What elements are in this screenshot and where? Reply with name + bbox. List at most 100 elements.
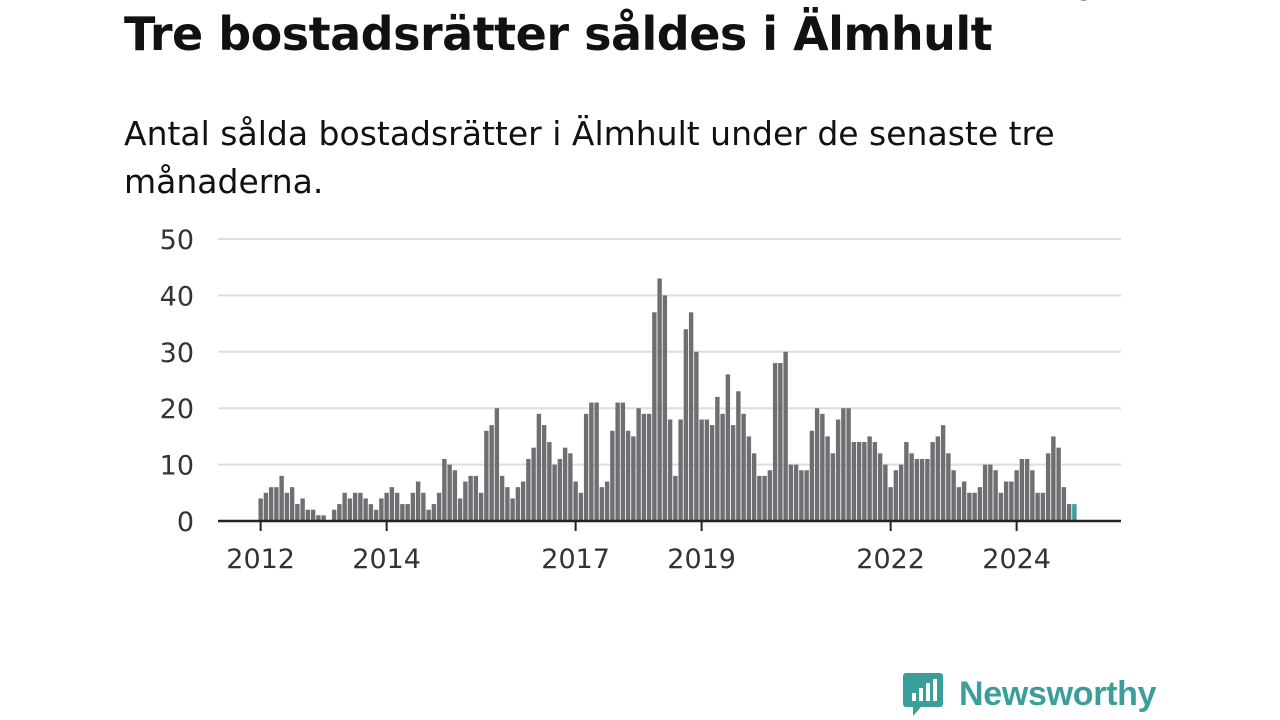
gridlines bbox=[218, 238, 1121, 466]
bar bbox=[988, 464, 993, 521]
bar bbox=[772, 363, 778, 521]
bar bbox=[295, 504, 300, 521]
bar bbox=[520, 481, 526, 521]
bar bbox=[620, 402, 626, 521]
bar bbox=[552, 464, 557, 521]
bar bbox=[862, 442, 867, 521]
bar bbox=[289, 487, 295, 521]
data-label: 3 bbox=[1076, 0, 1093, 7]
x-tick-label: 2019 bbox=[667, 544, 736, 575]
bar bbox=[594, 402, 599, 521]
bar bbox=[888, 487, 893, 521]
bar bbox=[604, 481, 610, 521]
bar bbox=[373, 509, 379, 521]
bar bbox=[415, 481, 421, 521]
bar bbox=[1003, 481, 1009, 521]
bar bbox=[725, 374, 731, 521]
bar bbox=[851, 442, 857, 521]
bar bbox=[568, 453, 573, 521]
bar bbox=[667, 419, 673, 521]
bar-chart: 0 10 20 30 40 50 2012 2014 2017 2019 2022 2024 3 bbox=[160, 0, 1121, 575]
y-tick-label: 10 bbox=[160, 451, 194, 482]
bar bbox=[1009, 481, 1014, 521]
bar bbox=[804, 470, 809, 521]
bar bbox=[1024, 458, 1030, 521]
bar bbox=[820, 413, 825, 521]
bar bbox=[877, 453, 883, 521]
bar bbox=[505, 487, 510, 521]
bar bbox=[599, 487, 605, 521]
x-tick-label: 2017 bbox=[541, 544, 610, 575]
bar bbox=[688, 312, 694, 521]
bar bbox=[557, 458, 563, 521]
bar bbox=[384, 492, 389, 521]
bar bbox=[263, 492, 269, 521]
x-tick-label: 2014 bbox=[352, 544, 421, 575]
brand-logo: Newsworthy bbox=[903, 670, 1157, 718]
bar bbox=[268, 487, 274, 521]
bar bbox=[1019, 458, 1025, 521]
bar bbox=[977, 487, 983, 521]
bar bbox=[704, 419, 710, 521]
bar bbox=[715, 396, 720, 521]
bar bbox=[610, 430, 615, 521]
bar bbox=[379, 498, 384, 521]
bar bbox=[951, 470, 956, 521]
bar bbox=[536, 413, 542, 521]
bar bbox=[400, 504, 405, 521]
bar bbox=[814, 408, 820, 521]
bar bbox=[1051, 436, 1056, 521]
bar bbox=[846, 408, 851, 521]
bar bbox=[961, 481, 967, 521]
bar bbox=[305, 509, 311, 521]
bar bbox=[799, 470, 804, 521]
bar bbox=[893, 470, 899, 521]
bar bbox=[499, 475, 505, 521]
bar bbox=[767, 470, 773, 521]
bar bbox=[746, 436, 752, 521]
bar bbox=[762, 475, 767, 521]
bar bbox=[363, 498, 368, 521]
bar bbox=[510, 498, 515, 521]
bar bbox=[478, 492, 484, 521]
bar bbox=[310, 509, 316, 521]
bar bbox=[1030, 470, 1035, 521]
x-tick-label: 2022 bbox=[856, 544, 925, 575]
x-tick-label: 2024 bbox=[982, 544, 1051, 575]
bar bbox=[914, 458, 920, 521]
bar bbox=[578, 492, 584, 521]
bar bbox=[993, 470, 998, 521]
bar bbox=[694, 351, 699, 521]
bar bbox=[825, 436, 830, 521]
bar bbox=[562, 447, 568, 521]
bar bbox=[484, 430, 489, 521]
bar bbox=[352, 492, 358, 521]
bar bbox=[720, 413, 725, 521]
annotations: 3 bbox=[1076, 0, 1093, 7]
bar bbox=[368, 504, 374, 521]
bar bbox=[279, 475, 284, 521]
bar bbox=[358, 492, 363, 521]
bar bbox=[872, 442, 878, 521]
bar bbox=[778, 363, 783, 521]
bar bbox=[657, 278, 662, 521]
bar bbox=[615, 402, 620, 521]
y-tick-label: 0 bbox=[177, 507, 194, 538]
bar bbox=[982, 464, 988, 521]
bar bbox=[730, 425, 736, 521]
bar bbox=[940, 425, 946, 521]
bar bbox=[646, 413, 652, 521]
x-tick-label: 2012 bbox=[226, 544, 295, 575]
bar bbox=[473, 475, 479, 521]
bar bbox=[788, 464, 794, 521]
bar bbox=[337, 504, 342, 521]
bar bbox=[625, 430, 631, 521]
chart-title: Tre bostadsrätter såldes i Älmhult bbox=[124, 7, 993, 61]
bar bbox=[830, 453, 836, 521]
bar bbox=[1040, 492, 1046, 521]
bar bbox=[841, 408, 846, 521]
bar bbox=[919, 458, 925, 521]
bar bbox=[673, 475, 678, 521]
bar bbox=[410, 492, 416, 521]
brand-name: Newsworthy bbox=[959, 674, 1157, 713]
